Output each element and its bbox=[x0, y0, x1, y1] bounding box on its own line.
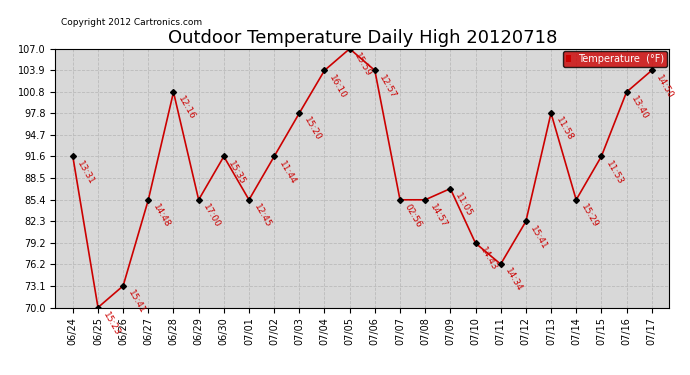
Text: 14:57: 14:57 bbox=[428, 202, 448, 229]
Text: 14:48: 14:48 bbox=[151, 202, 172, 229]
Text: Copyright 2012 Cartronics.com: Copyright 2012 Cartronics.com bbox=[61, 18, 202, 27]
Text: 11:44: 11:44 bbox=[277, 159, 297, 186]
Text: 13:31: 13:31 bbox=[76, 159, 97, 186]
Text: 14:34: 14:34 bbox=[504, 267, 524, 294]
Text: 15:20: 15:20 bbox=[302, 116, 323, 142]
Text: 15:41: 15:41 bbox=[529, 224, 549, 251]
Text: 16:10: 16:10 bbox=[327, 73, 348, 100]
Legend: Temperature  (°F): Temperature (°F) bbox=[563, 51, 667, 66]
Text: 12:45: 12:45 bbox=[252, 202, 273, 229]
Text: 11:53: 11:53 bbox=[604, 159, 625, 186]
Text: 13:40: 13:40 bbox=[629, 95, 650, 122]
Text: 15:59: 15:59 bbox=[353, 51, 373, 78]
Text: 15:29: 15:29 bbox=[579, 202, 600, 229]
Text: 02:56: 02:56 bbox=[403, 202, 424, 229]
Text: 17:00: 17:00 bbox=[201, 202, 222, 229]
Text: 12:16: 12:16 bbox=[176, 95, 197, 122]
Text: 15:23: 15:23 bbox=[101, 310, 121, 337]
Text: 11:05: 11:05 bbox=[453, 191, 474, 218]
Text: 11:58: 11:58 bbox=[554, 116, 575, 143]
Text: 12:57: 12:57 bbox=[377, 73, 398, 100]
Text: 14:50: 14:50 bbox=[654, 73, 675, 100]
Title: Outdoor Temperature Daily High 20120718: Outdoor Temperature Daily High 20120718 bbox=[168, 29, 557, 47]
Text: 15:35: 15:35 bbox=[226, 159, 247, 186]
Text: 14:43: 14:43 bbox=[478, 246, 499, 273]
Text: 15:41: 15:41 bbox=[126, 289, 146, 315]
